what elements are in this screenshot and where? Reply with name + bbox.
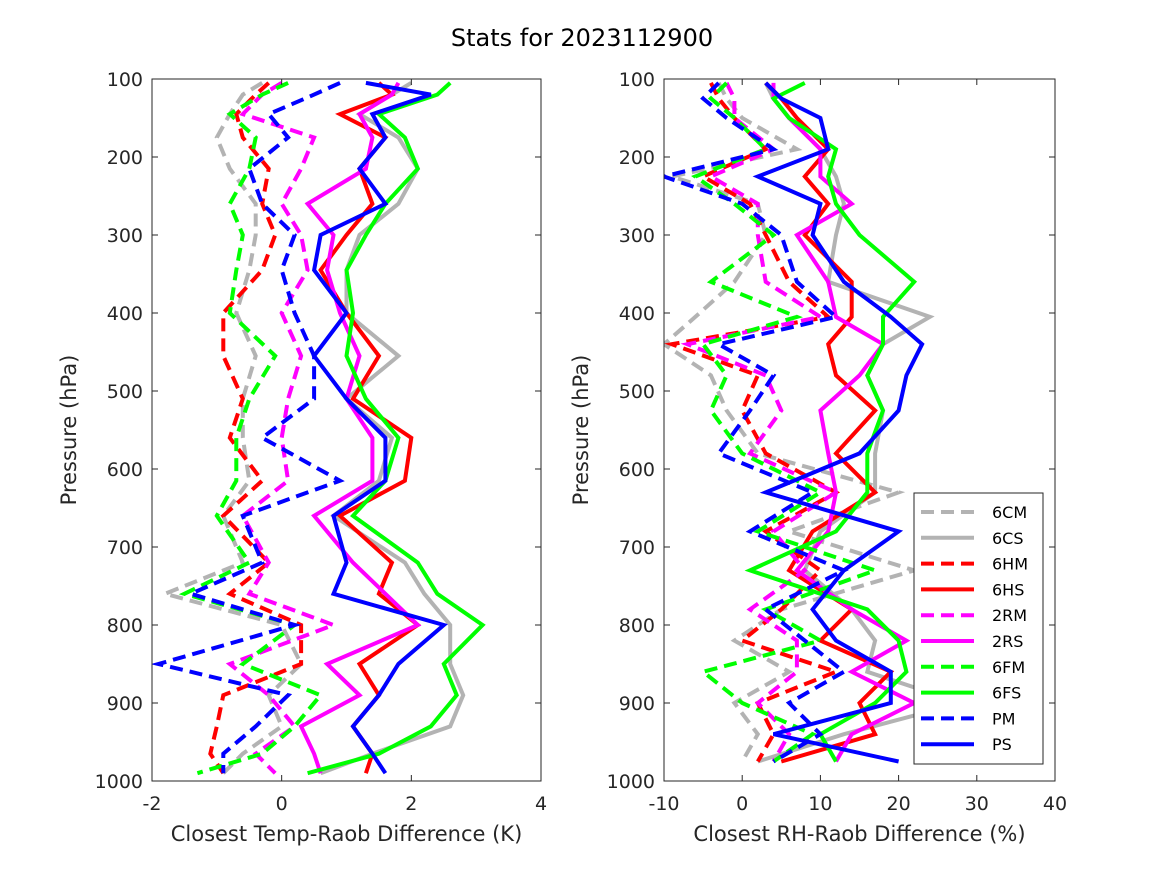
y-tick-label: 500: [619, 381, 655, 403]
y-tick-label: 100: [107, 69, 143, 91]
y-axis-label: Pressure (hPa): [569, 355, 593, 506]
axes-box: [151, 78, 542, 782]
y-axis-label: Pressure (hPa): [57, 355, 81, 506]
y-tick-label: 900: [107, 693, 143, 715]
y-tick-label: 1000: [95, 771, 143, 793]
x-tick-label: 40: [1043, 793, 1067, 815]
y-tick-label: 600: [107, 459, 143, 481]
series-line-pm: [664, 81, 849, 764]
y-tick-label: 800: [619, 615, 655, 637]
y-tick-label: 100: [619, 69, 655, 91]
y-tick-label: 400: [619, 303, 655, 325]
series-line-2rs: [771, 82, 919, 763]
x-tick-label: 30: [965, 793, 989, 815]
series-line-6hm: [208, 81, 304, 775]
legend-label-6cm: 6CM: [992, 503, 1027, 522]
y-tick-label: 300: [107, 225, 143, 247]
x-tick-label: -10: [648, 793, 679, 815]
legend-label-2rm: 2RM: [992, 606, 1027, 625]
x-axis-label: Closest Temp-Raob Difference (K): [171, 822, 523, 846]
legend-label-6fs: 6FS: [992, 684, 1021, 703]
series-line-pm: [152, 81, 345, 774]
series-line-2rm: [225, 81, 340, 775]
x-tick-label: 20: [887, 793, 911, 815]
y-tick-label: 700: [619, 537, 655, 559]
series-line-6cm: [158, 81, 304, 775]
x-tick-label: 10: [808, 793, 832, 815]
y-tick-label: 200: [107, 147, 143, 169]
axes-box: [663, 78, 1056, 782]
y-tick-label: 900: [619, 693, 655, 715]
x-tick-label: 0: [736, 793, 748, 815]
legend-label-pm: PM: [992, 709, 1015, 728]
y-tick-label: 200: [619, 147, 655, 169]
series-line-ps: [311, 80, 448, 775]
legend-label-2rs: 2RS: [992, 632, 1023, 651]
x-tick-label: 4: [535, 793, 547, 815]
series-line-6cs: [319, 81, 466, 776]
x-tick-label: -2: [143, 793, 162, 815]
series-line-2rm: [680, 82, 841, 763]
y-tick-label: 1000: [607, 771, 655, 793]
y-tick-label: 800: [107, 615, 143, 637]
series-line-2rs: [298, 81, 422, 774]
series-line-6fs: [744, 81, 918, 763]
legend-label-6hm: 6HM: [992, 555, 1028, 574]
y-tick-label: 700: [107, 537, 143, 559]
x-tick-label: 0: [276, 793, 288, 815]
rh-difference-plot: -10 0 10 20 30 40 100 200 300 400 500 600 700 800 900 1…: [569, 69, 1067, 846]
figure-title: Stats for 2023112900: [451, 24, 713, 52]
series-line-6fs: [307, 81, 486, 776]
legend-box: [913, 492, 1044, 765]
series-group: [152, 80, 486, 776]
temperature-difference-plot: -2 0 2 4 100 200 300 400 500 600 700 800 900 1000 Clos…: [57, 69, 547, 846]
legend: 6CM 6CS 6HM 6HS 2RM 2RS 6FM 6FS PM PS: [913, 492, 1044, 765]
x-tick-label: 2: [405, 793, 417, 815]
legend-label-6cs: 6CS: [992, 529, 1024, 548]
legend-label-6fm: 6FM: [992, 658, 1025, 677]
series-line-6hs: [764, 81, 895, 764]
y-tick-label: 400: [107, 303, 143, 325]
y-tick-label: 300: [619, 225, 655, 247]
legend-label-ps: PS: [992, 735, 1012, 754]
x-axis-label: Closest RH-Raob Difference (%): [693, 822, 1025, 846]
y-tick-label: 600: [619, 459, 655, 481]
series-group: [664, 81, 969, 764]
series-line-ps: [752, 81, 925, 764]
legend-label-6hs: 6HS: [992, 580, 1024, 599]
y-tick-label: 500: [107, 381, 143, 403]
